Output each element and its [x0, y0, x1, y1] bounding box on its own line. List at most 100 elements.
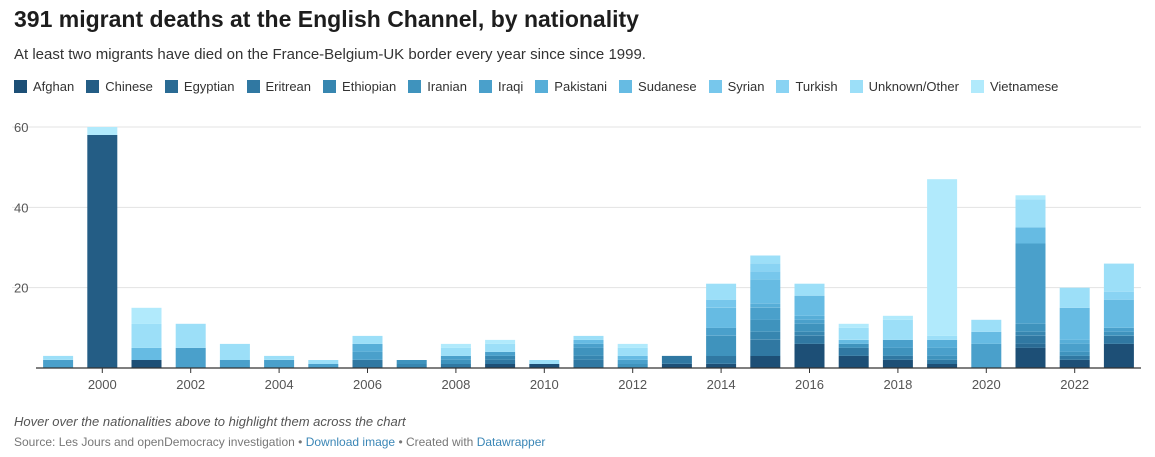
- bar-segment-pakistani-2015[interactable]: [750, 303, 781, 308]
- bar-segment-syrian-2015[interactable]: [750, 271, 781, 280]
- bar-segment-sudanese-2016[interactable]: [794, 295, 825, 316]
- bar-segment-iraqi-2004[interactable]: [264, 360, 295, 368]
- bar-segment-pakistani-2006[interactable]: [352, 343, 383, 352]
- bar-segment-iranian-2012[interactable]: [617, 364, 648, 368]
- bar-segment-iraqi-2018[interactable]: [882, 339, 913, 348]
- legend-item-pakistani[interactable]: Pakistani: [535, 79, 607, 94]
- bar-segment-ethiopian-2011[interactable]: [573, 355, 604, 360]
- bar-segment-iranian-2015[interactable]: [750, 319, 781, 332]
- bar-segment-iranian-2007[interactable]: [396, 360, 427, 364]
- bar-segment-iranian-2011[interactable]: [573, 347, 604, 356]
- bar-segment-eritrean-2023[interactable]: [1103, 335, 1134, 344]
- legend-item-unknown-other[interactable]: Unknown/Other: [849, 79, 959, 94]
- bar-segment-iranian-2016[interactable]: [794, 323, 825, 332]
- bar-segment-unknown-other-2011[interactable]: [573, 335, 604, 340]
- bar-segment-eritrean-2015[interactable]: [750, 339, 781, 356]
- bar-segment-iraqi-2022[interactable]: [1059, 343, 1090, 352]
- bar-segment-unknown-other-2023[interactable]: [1103, 263, 1134, 292]
- bar-segment-eritrean-2016[interactable]: [794, 335, 825, 344]
- bar-segment-iranian-2023[interactable]: [1103, 331, 1134, 336]
- legend-item-eritrean[interactable]: Eritrean: [246, 79, 311, 94]
- bar-segment-vietnamese-2001[interactable]: [131, 307, 162, 324]
- bar-segment-iranian-2014[interactable]: [706, 335, 737, 356]
- bar-segment-unknown-other-2022[interactable]: [1059, 287, 1090, 308]
- bar-segment-vietnamese-2000[interactable]: [87, 127, 118, 135]
- legend-item-afghan[interactable]: Afghan: [14, 79, 74, 94]
- bar-segment-unknown-other-2010[interactable]: [529, 360, 560, 364]
- bar-segment-afghan-2010[interactable]: [529, 364, 560, 368]
- bar-segment-eritrean-2014[interactable]: [706, 355, 737, 364]
- bar-segment-eritrean-2018[interactable]: [882, 355, 913, 360]
- bar-segment-sudanese-2017[interactable]: [838, 339, 869, 344]
- bar-segment-eritrean-2006[interactable]: [352, 360, 383, 368]
- legend-item-vietnamese[interactable]: Vietnamese: [970, 79, 1058, 94]
- bar-segment-eritrean-2013[interactable]: [661, 355, 692, 364]
- bar-segment-unknown-other-2012[interactable]: [617, 347, 648, 356]
- bar-segment-iraqi-2019[interactable]: [927, 347, 958, 356]
- bar-segment-eritrean-2017[interactable]: [838, 347, 869, 356]
- bar-segment-sudanese-2021[interactable]: [1015, 227, 1046, 244]
- bar-segment-eritrean-2009[interactable]: [485, 360, 516, 364]
- bar-segment-unknown-other-2019[interactable]: [927, 335, 958, 340]
- bar-segment-vietnamese-2018[interactable]: [882, 315, 913, 320]
- bar-segment-eritrean-2008[interactable]: [440, 364, 471, 368]
- bar-segment-afghan-2021[interactable]: [1015, 347, 1046, 368]
- bar-segment-vietnamese-2009[interactable]: [485, 339, 516, 344]
- bar-segment-iraqi-2016[interactable]: [794, 319, 825, 324]
- legend-item-syrian[interactable]: Syrian: [708, 79, 764, 94]
- bar-segment-unknown-other-2018[interactable]: [882, 319, 913, 340]
- datawrapper-link[interactable]: Datawrapper: [476, 435, 546, 449]
- bar-segment-vietnamese-2021[interactable]: [1015, 195, 1046, 200]
- bar-segment-vietnamese-2012[interactable]: [617, 343, 648, 348]
- bar-segment-unknown-other-2006[interactable]: [352, 335, 383, 344]
- bar-segment-iraqi-2006[interactable]: [352, 351, 383, 360]
- legend-item-sudanese[interactable]: Sudanese: [619, 79, 697, 94]
- bar-segment-iranian-2019[interactable]: [927, 355, 958, 360]
- bar-segment-iranian-2018[interactable]: [882, 347, 913, 356]
- bar-segment-iranian-2022[interactable]: [1059, 351, 1090, 356]
- bar-segment-sudanese-2001[interactable]: [131, 347, 162, 360]
- bar-segment-sudanese-2023[interactable]: [1103, 299, 1134, 328]
- bar-segment-iraqi-2020[interactable]: [971, 343, 1002, 368]
- bar-segment-iraqi-2002[interactable]: [175, 347, 206, 368]
- bar-segment-sudanese-2014[interactable]: [706, 307, 737, 328]
- bar-segment-sudanese-2020[interactable]: [971, 331, 1002, 344]
- bar-segment-unknown-other-2001[interactable]: [131, 323, 162, 348]
- bar-segment-iraqi-1999[interactable]: [43, 360, 74, 368]
- legend-item-egyptian[interactable]: Egyptian: [164, 79, 235, 94]
- bar-segment-sudanese-2012[interactable]: [617, 355, 648, 360]
- bar-segment-egyptian-2021[interactable]: [1015, 343, 1046, 348]
- legend-item-turkish[interactable]: Turkish: [776, 79, 838, 94]
- bar-segment-iranian-2008[interactable]: [440, 360, 471, 364]
- bar-segment-unknown-other-2014[interactable]: [706, 283, 737, 300]
- bar-segment-afghan-2015[interactable]: [750, 355, 781, 368]
- bar-segment-unknown-other-2020[interactable]: [971, 319, 1002, 332]
- legend-item-iranian[interactable]: Iranian: [408, 79, 467, 94]
- bar-segment-iraqi-2005[interactable]: [308, 364, 339, 368]
- bar-segment-iraqi-2014[interactable]: [706, 327, 737, 336]
- bar-segment-iraqi-2015[interactable]: [750, 307, 781, 320]
- legend-item-iraqi[interactable]: Iraqi: [479, 79, 523, 94]
- bar-segment-afghan-2022[interactable]: [1059, 360, 1090, 368]
- bar-segment-iraqi-2009[interactable]: [485, 351, 516, 356]
- bar-segment-pakistani-2019[interactable]: [927, 339, 958, 348]
- bar-segment-afghan-2018[interactable]: [882, 360, 913, 368]
- bar-segment-turkish-2023[interactable]: [1103, 291, 1134, 300]
- bar-segment-vietnamese-2008[interactable]: [440, 343, 471, 348]
- bar-segment-eritrean-2021[interactable]: [1015, 335, 1046, 344]
- bar-segment-unknown-other-2017[interactable]: [838, 327, 869, 340]
- bar-segment-iraqi-2023[interactable]: [1103, 327, 1134, 332]
- bar-segment-iraqi-2021[interactable]: [1015, 243, 1046, 324]
- legend-item-ethiopian[interactable]: Ethiopian: [323, 79, 396, 94]
- bar-segment-pakistani-2016[interactable]: [794, 315, 825, 320]
- bar-segment-vietnamese-2017[interactable]: [838, 323, 869, 328]
- bar-segment-ethiopian-2016[interactable]: [794, 331, 825, 336]
- download-image-link[interactable]: Download image: [305, 435, 396, 449]
- legend-item-chinese[interactable]: Chinese: [86, 79, 153, 94]
- bar-segment-unknown-other-2004[interactable]: [264, 355, 295, 360]
- bar-segment-unknown-other-2021[interactable]: [1015, 199, 1046, 228]
- bar-segment-afghan-2013[interactable]: [661, 364, 692, 368]
- bar-segment-afghan-2001[interactable]: [131, 360, 162, 368]
- bar-segment-unknown-other-2002[interactable]: [175, 323, 206, 348]
- bar-segment-afghan-2014[interactable]: [706, 364, 737, 368]
